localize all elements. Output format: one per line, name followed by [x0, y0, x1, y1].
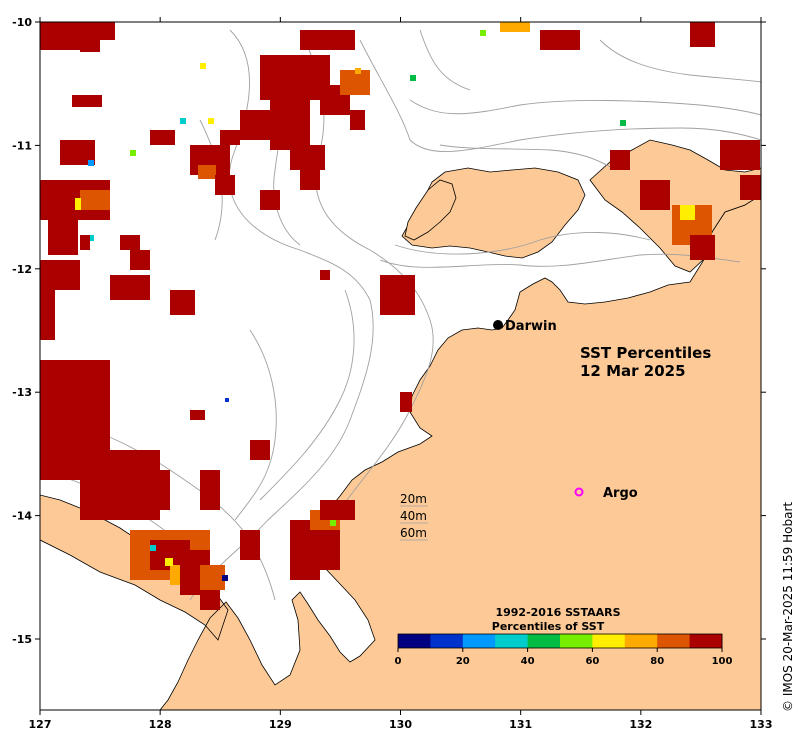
- depth-legend-40m: 40m: [400, 509, 427, 523]
- colorbar-cell: [462, 634, 496, 648]
- sst-percentile-pixels: [40, 22, 761, 610]
- map-title-line1: SST Percentiles: [580, 344, 711, 362]
- depth-legend-20m: 20m: [400, 492, 427, 506]
- lat-tick-label: -15: [12, 633, 32, 646]
- colorbar-cell: [560, 634, 593, 648]
- colorbar-cell: [689, 634, 723, 648]
- darwin-label: Darwin: [505, 319, 557, 334]
- colorbar-tick-label: 20: [456, 656, 470, 667]
- colorbar-tick-label: 60: [585, 656, 599, 667]
- lat-tick-label: -11: [12, 139, 32, 152]
- colorbar-tick-label: 40: [521, 656, 535, 667]
- lon-tick-label: 128: [149, 718, 172, 731]
- colorbar-title-line2: Percentiles of SST: [492, 620, 605, 633]
- bathurst-island: [404, 179, 457, 241]
- axis-ticks: 127 128 129 130 131 132 133 -10 -11 -12 -13 -14 -15: [12, 16, 772, 731]
- lat-tick-label: -10: [12, 16, 32, 29]
- colorbar-cell: [624, 634, 658, 648]
- colorbar-title-line1: 1992-2016 SSTAARS: [495, 606, 620, 619]
- colorbar-tick-label: 0: [395, 656, 402, 667]
- depth-legend: 20m 40m 60m: [400, 492, 428, 541]
- colorbar-cell: [430, 634, 464, 648]
- lon-tick-label: 130: [389, 718, 412, 731]
- colorbar-cell: [527, 634, 561, 648]
- lon-tick-label: 132: [629, 718, 652, 731]
- lat-tick-label: -13: [12, 386, 32, 399]
- colorbar-cell: [592, 634, 626, 648]
- depth-legend-60m: 60m: [400, 526, 427, 540]
- darwin-marker: [493, 320, 503, 330]
- argo-marker: [574, 487, 584, 497]
- lon-tick-label: 129: [269, 718, 292, 731]
- mainland: [40, 189, 761, 710]
- argo-label: Argo: [603, 486, 638, 501]
- lat-tick-label: -12: [12, 263, 32, 276]
- map-title-line2: 12 Mar 2025: [580, 362, 686, 380]
- lon-tick-label: 131: [509, 718, 532, 731]
- colorbar: 1992-2016 SSTAARS Percentiles of SST 0 20…: [395, 606, 733, 667]
- colorbar-tick-label: 100: [712, 656, 733, 667]
- colorbar-tick-label: 80: [650, 656, 664, 667]
- colorbar-cell: [398, 634, 431, 648]
- lat-tick-label: -14: [12, 510, 32, 523]
- lon-tick-label: 133: [750, 718, 773, 731]
- credit-text: © IMOS 20-Mar-2025 11:59 Hobart: [781, 502, 795, 712]
- colorbar-cell: [657, 634, 691, 648]
- depth-contours: [40, 29, 761, 601]
- colorbar-cell: [495, 634, 529, 648]
- lon-tick-label: 127: [29, 718, 52, 731]
